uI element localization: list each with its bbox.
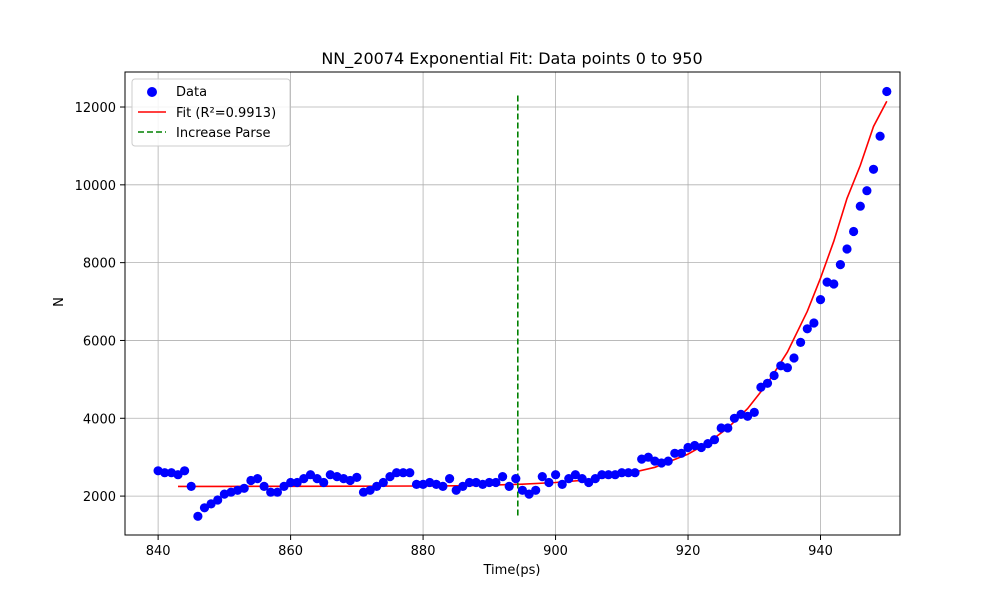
x-axis-label: Time(ps) bbox=[483, 563, 541, 578]
data-series bbox=[153, 86, 892, 521]
legend-increase-label: Increase Parse bbox=[176, 126, 271, 141]
data-point bbox=[603, 470, 614, 480]
data-point bbox=[623, 468, 634, 478]
data-point bbox=[842, 244, 852, 254]
y-tick-label: 10000 bbox=[75, 179, 116, 194]
data-point bbox=[484, 477, 494, 488]
data-point bbox=[815, 295, 826, 305]
legend-box bbox=[131, 78, 291, 147]
data-point bbox=[239, 483, 249, 493]
data-point bbox=[617, 468, 627, 478]
data-point bbox=[570, 470, 581, 480]
data-point bbox=[537, 472, 547, 482]
data-point bbox=[160, 468, 170, 478]
data-point bbox=[504, 481, 514, 491]
data-point bbox=[259, 481, 269, 491]
legend: Data Fit (R²=0.9913) Increase Parse bbox=[131, 78, 291, 147]
data-point bbox=[789, 353, 799, 363]
legend-fit-label: Fit (R²=0.9913) bbox=[176, 106, 276, 121]
data-point bbox=[743, 411, 753, 421]
data-point bbox=[411, 479, 422, 489]
data-point bbox=[272, 487, 282, 497]
y-tick-label: 8000 bbox=[83, 257, 116, 272]
data-point bbox=[213, 495, 223, 505]
y-tick-label: 4000 bbox=[83, 412, 116, 427]
x-tick-label: 900 bbox=[543, 544, 568, 559]
data-point bbox=[252, 474, 263, 484]
data-point bbox=[438, 481, 448, 491]
data-point bbox=[378, 477, 388, 488]
data-point bbox=[517, 485, 528, 495]
legend-data-marker bbox=[147, 87, 157, 97]
data-point bbox=[855, 201, 865, 211]
x-tick-label: 920 bbox=[676, 544, 701, 559]
data-point bbox=[829, 279, 839, 289]
data-point bbox=[266, 487, 276, 497]
data-point bbox=[802, 324, 812, 334]
grid bbox=[125, 72, 900, 535]
data-point bbox=[352, 472, 362, 482]
data-point bbox=[392, 468, 402, 478]
x-axis-ticks: 840 860 880 900 920 940 bbox=[146, 535, 833, 559]
data-point bbox=[180, 466, 190, 476]
data-point bbox=[405, 468, 415, 478]
data-point bbox=[557, 479, 567, 489]
data-point bbox=[186, 481, 196, 491]
y-tick-label: 2000 bbox=[83, 490, 116, 505]
y-axis-label: N bbox=[52, 297, 67, 307]
data-point bbox=[868, 164, 879, 174]
data-point bbox=[299, 474, 309, 484]
data-point bbox=[769, 370, 779, 381]
data-point bbox=[782, 363, 793, 373]
data-point bbox=[544, 477, 554, 488]
data-point bbox=[709, 435, 720, 445]
data-point bbox=[862, 186, 872, 196]
data-point bbox=[531, 485, 541, 495]
chart-title: NN_20074 Exponential Fit: Data points 0 … bbox=[321, 49, 702, 69]
data-point bbox=[723, 423, 733, 433]
data-point bbox=[762, 378, 773, 388]
data-point bbox=[796, 337, 806, 347]
data-point bbox=[663, 456, 673, 466]
data-point bbox=[875, 131, 885, 141]
y-tick-label: 12000 bbox=[75, 101, 116, 116]
data-point bbox=[749, 407, 759, 417]
x-tick-label: 840 bbox=[146, 544, 171, 559]
data-point bbox=[193, 511, 203, 521]
data-point bbox=[809, 318, 819, 328]
data-point bbox=[882, 86, 892, 97]
y-axis-ticks: 2000 4000 6000 8000 10000 12000 bbox=[75, 101, 125, 505]
data-point bbox=[630, 468, 640, 478]
data-point bbox=[597, 470, 607, 480]
x-tick-label: 940 bbox=[808, 544, 833, 559]
data-point bbox=[286, 477, 296, 488]
legend-data-label: Data bbox=[176, 85, 207, 100]
data-point bbox=[498, 472, 508, 482]
x-tick-label: 860 bbox=[278, 544, 303, 559]
data-point bbox=[835, 260, 846, 270]
data-point bbox=[676, 448, 687, 458]
data-point bbox=[511, 474, 521, 484]
data-point bbox=[849, 226, 859, 237]
data-point bbox=[445, 474, 455, 484]
data-point bbox=[398, 468, 408, 478]
data-point bbox=[716, 423, 726, 433]
plot-frame bbox=[124, 71, 901, 536]
data-point bbox=[491, 477, 501, 488]
data-point bbox=[464, 477, 474, 488]
y-tick-label: 6000 bbox=[83, 334, 116, 349]
data-point bbox=[670, 448, 680, 458]
x-tick-label: 880 bbox=[411, 544, 436, 559]
data-point bbox=[551, 470, 561, 480]
data-point bbox=[319, 477, 329, 488]
